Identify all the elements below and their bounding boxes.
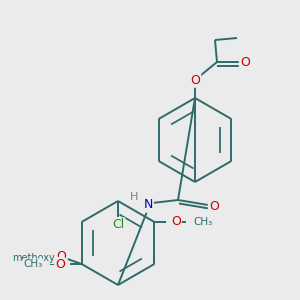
Text: CH₃: CH₃	[194, 217, 213, 227]
Text: O: O	[55, 257, 64, 271]
Text: Cl: Cl	[112, 218, 124, 232]
Text: O: O	[209, 200, 219, 214]
Text: O: O	[57, 250, 67, 262]
Text: N: N	[143, 199, 153, 212]
Text: H: H	[130, 192, 138, 202]
Text: O: O	[171, 215, 181, 229]
Text: CH₃: CH₃	[23, 259, 43, 269]
Text: methoxy: methoxy	[12, 253, 55, 263]
Text: O: O	[240, 56, 250, 68]
Text: O: O	[190, 74, 200, 86]
